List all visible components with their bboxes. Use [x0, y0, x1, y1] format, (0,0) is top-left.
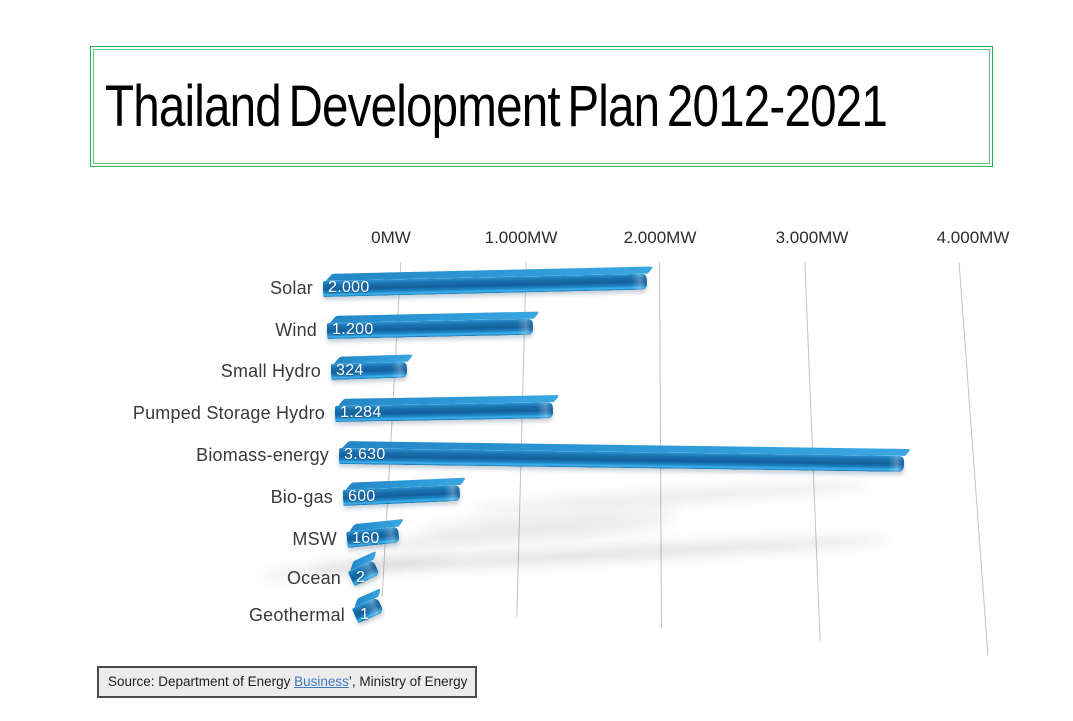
x-axis-tick-label: 1.000MW [484, 228, 558, 247]
category-label: Biomass-energy [196, 445, 329, 465]
category-label: MSW [292, 529, 337, 549]
bar-value-label: 324 [336, 362, 364, 379]
category-label: Pumped Storage Hydro [132, 403, 325, 423]
x-axis-tick-label: 0MW [371, 228, 411, 247]
bar-value-label: 1 [360, 606, 370, 623]
source-link[interactable]: Business [294, 674, 349, 689]
category-label: Geothermal [248, 605, 345, 625]
bar-biomass-energy [338, 448, 905, 472]
x-axis-tick-label: 2.000MW [623, 228, 697, 247]
title-box: Thailand Development Plan 2012-2021 [90, 46, 993, 167]
bar-value-label: 600 [348, 488, 376, 505]
floor-shadow [470, 479, 870, 515]
bar-chart: 0MW 1.000MW 2.000MW 3.000MW 4.000MW Solar 2.0… [0, 200, 1073, 660]
x-axis-tick-label: 3.000MW [775, 228, 849, 247]
bar-value-label: 1.200 [332, 321, 374, 338]
category-label: Bio-gas [270, 487, 333, 507]
x-axis-tick-label: 4.000MW [936, 228, 1010, 247]
source-text-suffix: ’, Ministry of Energy [348, 674, 468, 689]
category-label: Solar [269, 278, 313, 298]
source-box: Source: Department of Energy Business’, … [97, 666, 478, 698]
category-label: Ocean [286, 568, 341, 588]
source-text-prefix: Source: Department of Energy [108, 674, 295, 689]
category-label: Wind [275, 320, 317, 340]
gridline [958, 262, 989, 656]
category-label: Small Hydro [220, 361, 321, 381]
bar-value-label: 1.284 [340, 404, 382, 421]
slide-title: Thailand Development Plan 2012-2021 [105, 74, 888, 139]
bar-value-label: 2.000 [328, 279, 370, 296]
bar-solar [322, 273, 648, 297]
bar-value-label: 2 [356, 569, 366, 586]
bar-value-label: 3.630 [344, 446, 386, 463]
bar-value-label: 160 [352, 530, 380, 547]
